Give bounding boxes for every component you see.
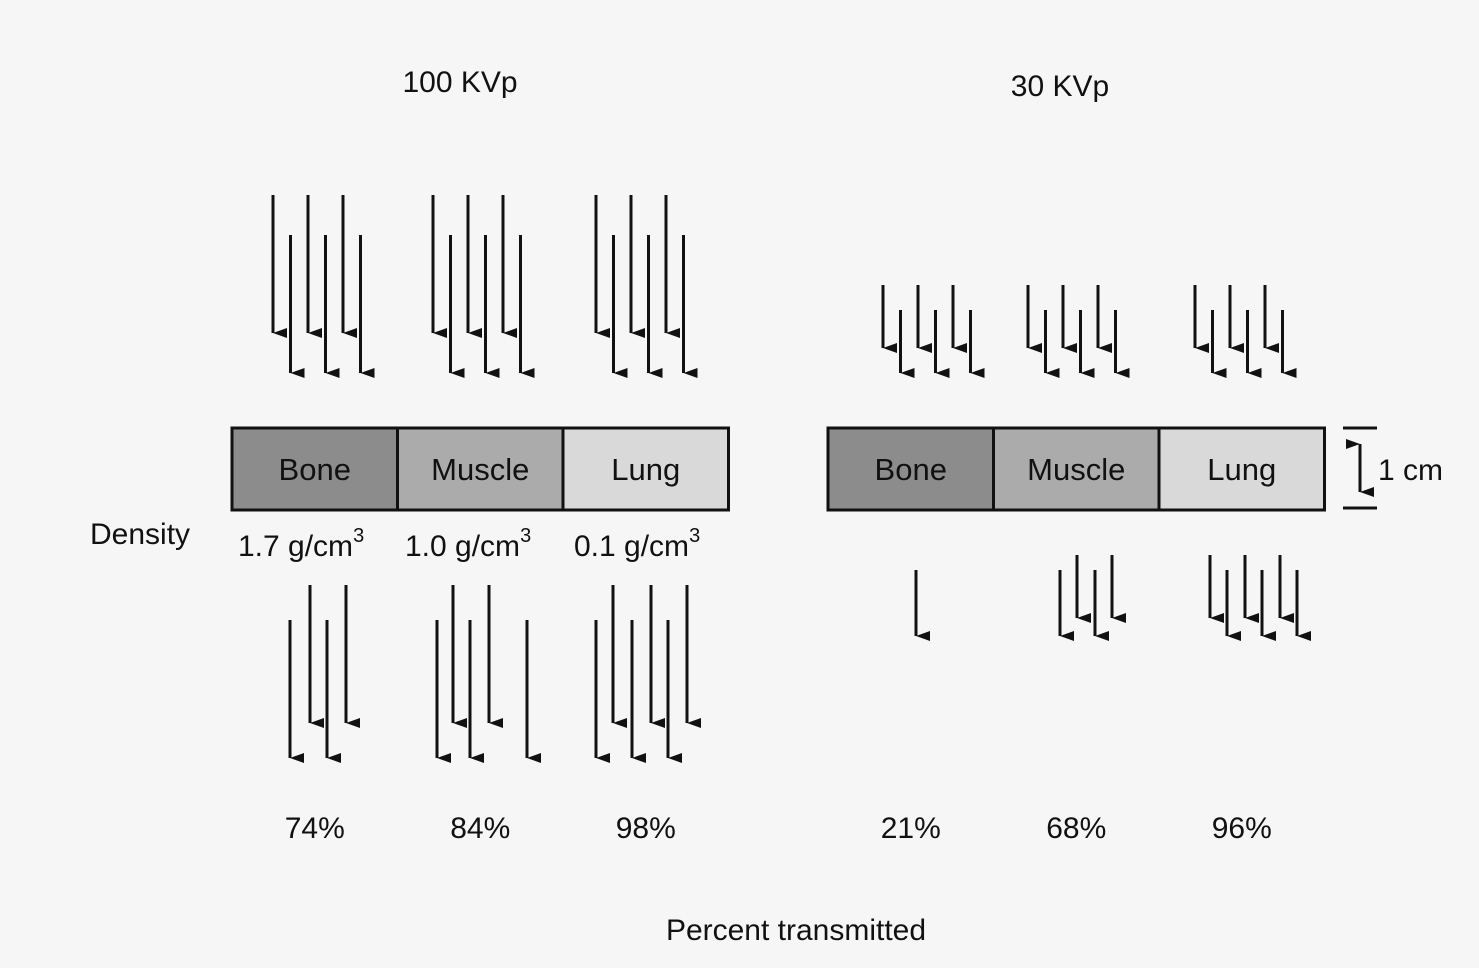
density-value: 1.0 g/cm3	[405, 525, 531, 563]
tissue-block	[561, 426, 730, 512]
percent-label: 98%	[616, 812, 676, 845]
percent-label: 74%	[285, 812, 345, 845]
thickness-label: 1 cm	[1378, 454, 1443, 487]
density-label: Density	[90, 518, 190, 551]
density-exponent: 3	[520, 525, 531, 547]
percent-label: 21%	[881, 812, 941, 845]
tissue-label: Bone	[875, 452, 947, 487]
tissue-block	[230, 426, 399, 512]
tissue-block	[1157, 426, 1326, 512]
thickness-bracket	[1343, 426, 1377, 510]
percent-label: 96%	[1212, 812, 1272, 845]
density-text: 1.0 g/cm	[405, 530, 520, 563]
percent-label: 84%	[450, 812, 510, 845]
percent-label: 68%	[1046, 812, 1106, 845]
tissue-block	[992, 426, 1161, 512]
density-exponent: 3	[353, 525, 364, 547]
tissue-label: Lung	[611, 452, 680, 487]
panel-title: 100 KVp	[402, 66, 517, 99]
panel-title: 30 KVp	[1011, 70, 1109, 103]
density-exponent: 3	[689, 525, 700, 547]
density-value: 1.7 g/cm3	[238, 525, 364, 563]
footer: Percent transmitted	[666, 914, 926, 947]
density-text: 0.1 g/cm	[574, 530, 689, 563]
density-text: 1.7 g/cm	[238, 530, 353, 563]
tissue-label: Bone	[279, 452, 351, 487]
tissue-block	[826, 426, 995, 512]
tissue-label: Lung	[1207, 452, 1276, 487]
tissue-label: Muscle	[431, 452, 529, 487]
density-value: 0.1 g/cm3	[574, 525, 700, 563]
tissue-label: Muscle	[1027, 452, 1125, 487]
